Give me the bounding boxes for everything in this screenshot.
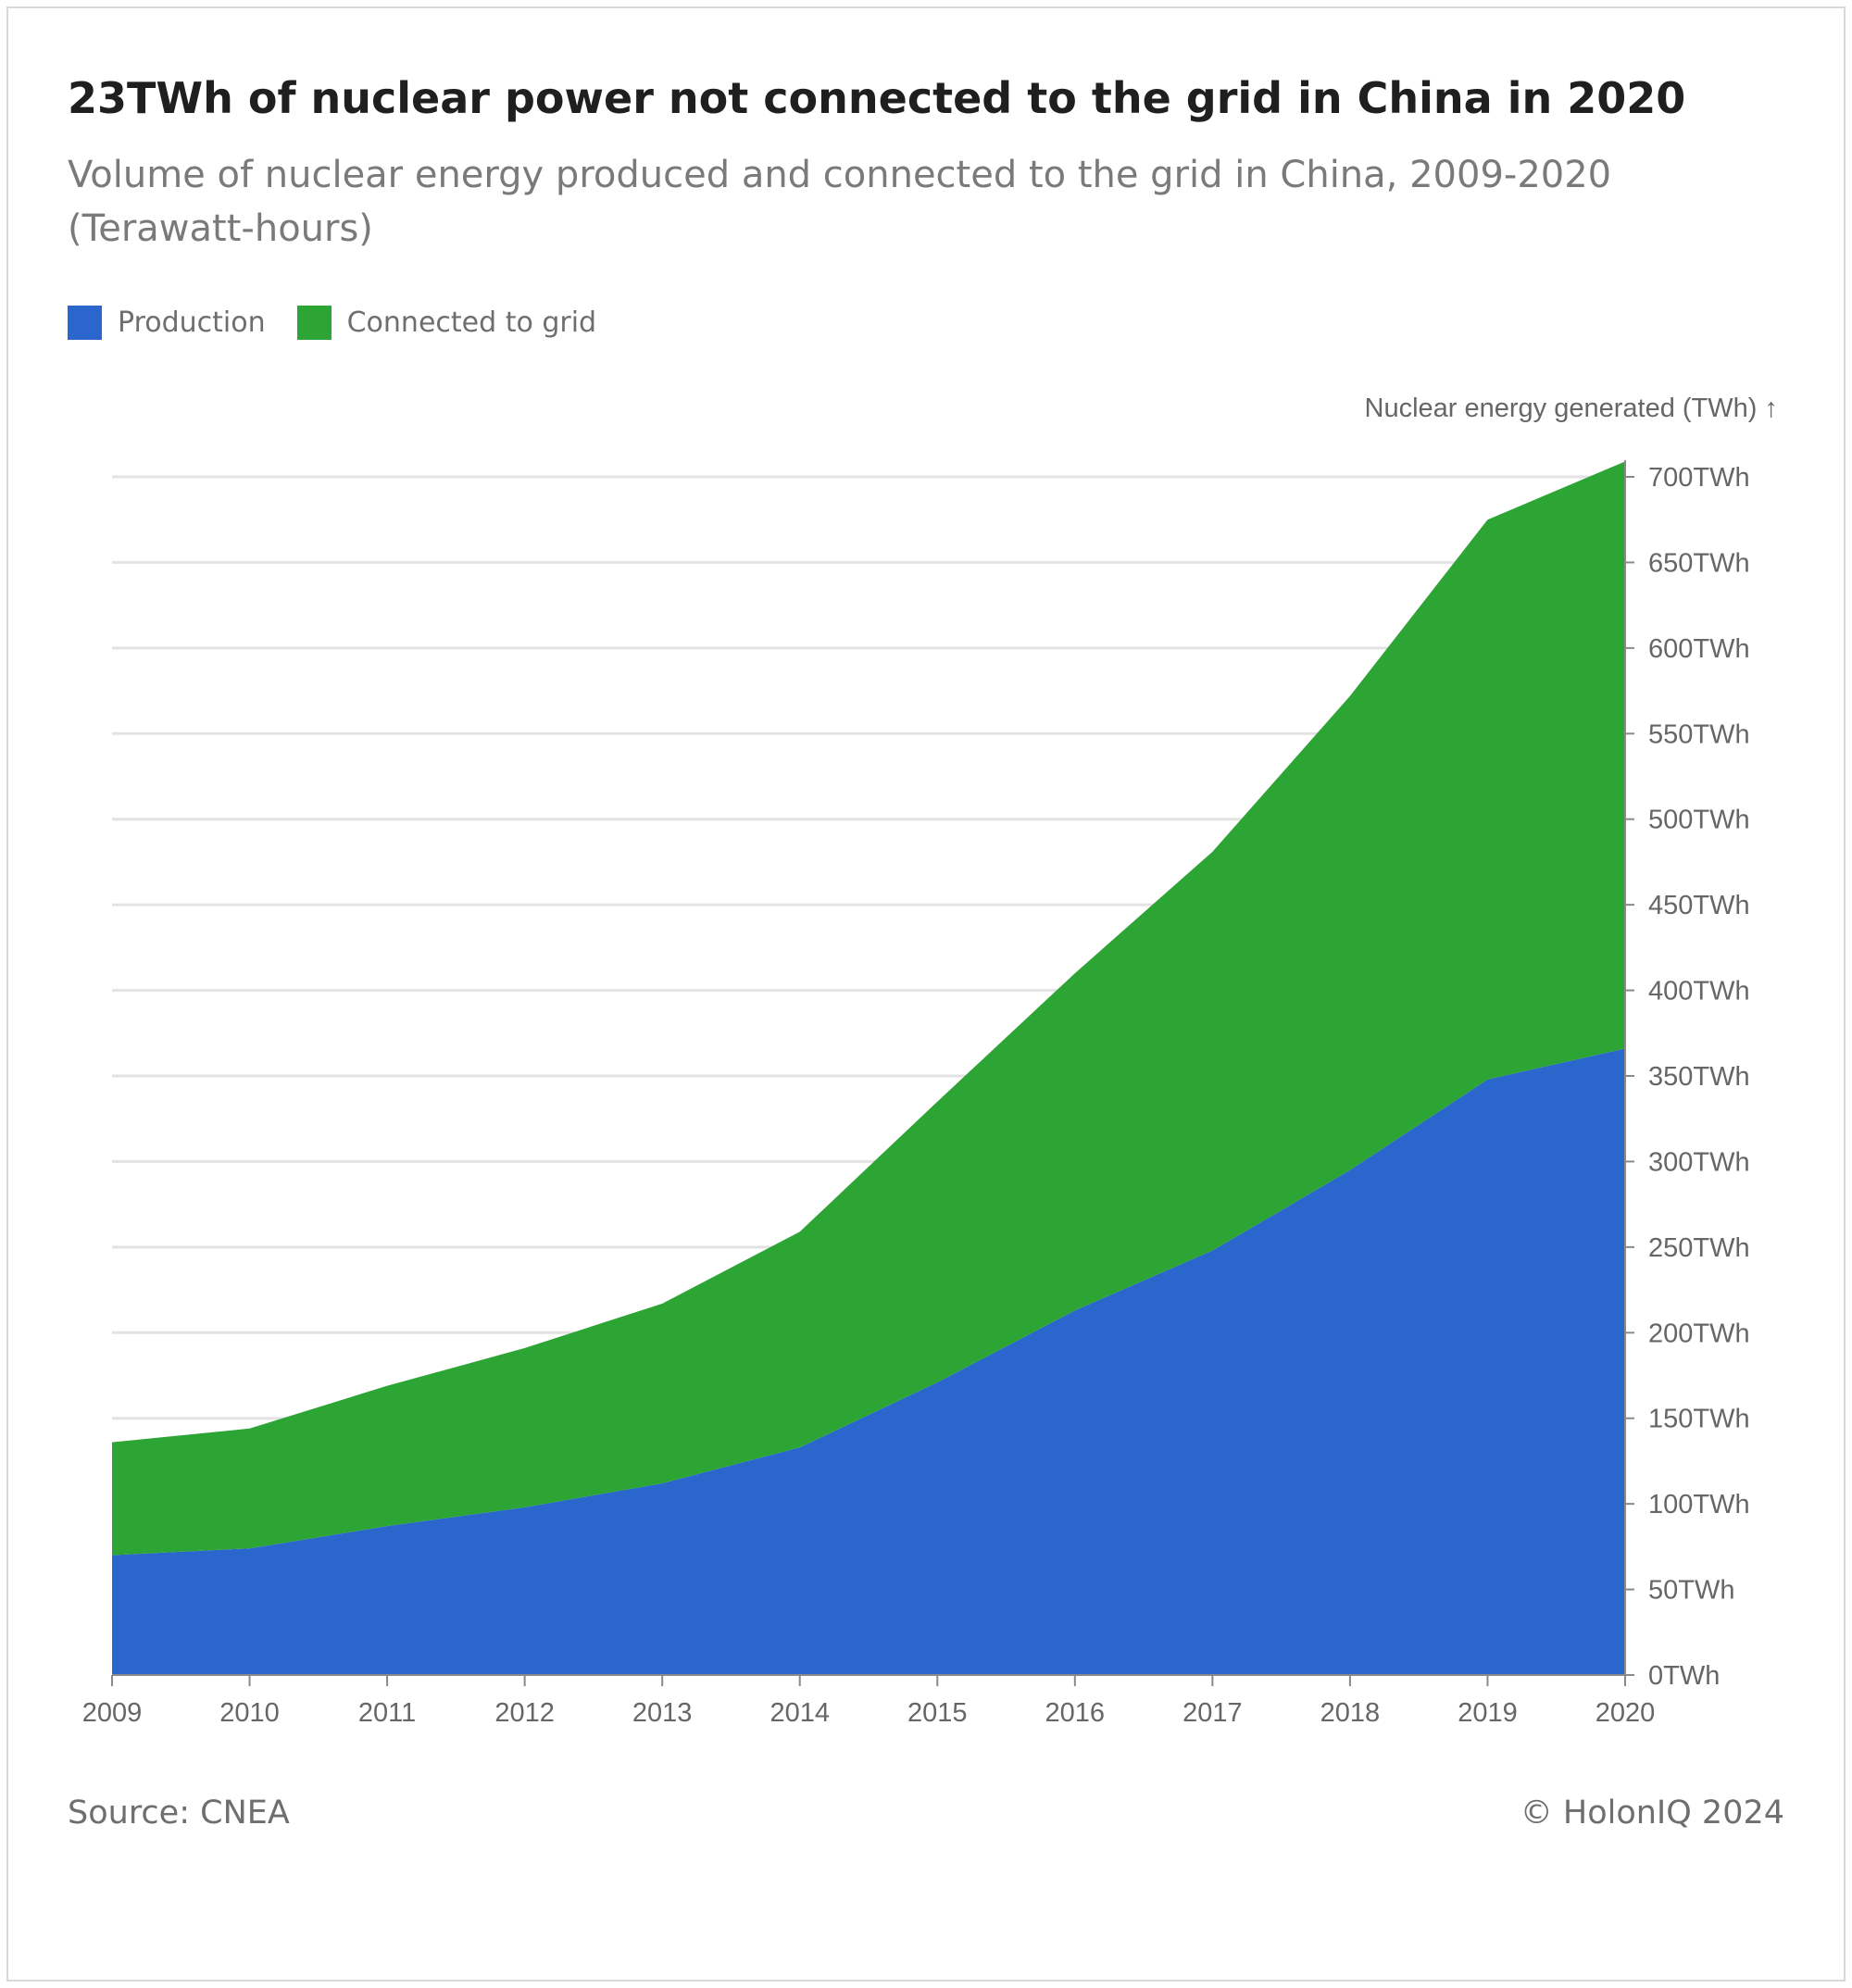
copyright-note: © HolonIQ 2024 xyxy=(1520,1794,1784,1832)
x-tick-label: 2010 xyxy=(219,1698,280,1728)
y-tick-label: 0TWh xyxy=(1648,1661,1720,1691)
chart-title: 23TWh of nuclear power not connected to … xyxy=(68,73,1686,123)
area-series xyxy=(112,461,1625,1675)
legend-label-connected-to-grid: Connected to grid xyxy=(346,306,597,339)
y-tick-label: 700TWh xyxy=(1648,463,1750,493)
x-tick-label: 2017 xyxy=(1183,1698,1243,1728)
legend-item-connected-to-grid[interactable]: Connected to grid xyxy=(296,306,597,340)
y-tick-label: 100TWh xyxy=(1648,1490,1750,1519)
y-tick-label: 300TWh xyxy=(1648,1147,1750,1177)
axes: 2009 2010 2011 2012 2013 2014 2015 2016 2017 2018… xyxy=(82,460,1750,1728)
y-tick-label: 400TWh xyxy=(1648,977,1750,1007)
x-tick-label: 2009 xyxy=(82,1698,143,1728)
x-tick-label: 2014 xyxy=(770,1698,830,1728)
y-tick-label: 350TWh xyxy=(1648,1062,1750,1092)
x-tick-label: 2011 xyxy=(358,1698,416,1728)
legend-swatch-connected-to-grid xyxy=(296,306,332,340)
y-tick-label: 650TWh xyxy=(1648,548,1750,578)
y-axis-label: Nuclear energy generated (TWh) ↑ xyxy=(1365,394,1778,423)
x-tick-label: 2016 xyxy=(1045,1698,1106,1728)
legend: Production Connected to grid xyxy=(68,306,628,340)
legend-swatch-production xyxy=(68,306,102,340)
y-tick-label: 600TWh xyxy=(1648,634,1750,664)
y-tick-label: 50TWh xyxy=(1648,1576,1734,1606)
y-tick-label: 250TWh xyxy=(1648,1233,1750,1263)
x-tick-label: 2015 xyxy=(907,1698,968,1728)
x-tick-label: 2020 xyxy=(1595,1698,1656,1728)
x-tick-label: 2018 xyxy=(1320,1698,1381,1728)
y-tick-label: 200TWh xyxy=(1648,1319,1750,1348)
x-tick-label: 2013 xyxy=(632,1698,693,1728)
source-note: Source: CNEA xyxy=(68,1794,290,1832)
legend-label-production: Production xyxy=(118,306,266,339)
y-tick-label: 500TWh xyxy=(1648,806,1750,835)
legend-item-production[interactable]: Production xyxy=(68,306,266,340)
y-tick-label: 450TWh xyxy=(1648,891,1750,920)
area-production[interactable] xyxy=(112,1048,1625,1675)
x-tick-label: 2019 xyxy=(1458,1698,1518,1728)
area-connected-to-grid[interactable] xyxy=(112,461,1625,1556)
y-tick-label: 150TWh xyxy=(1648,1405,1750,1434)
y-tick-label: 550TWh xyxy=(1648,719,1750,749)
x-tick-label: 2012 xyxy=(494,1698,555,1728)
chart-subtitle: Volume of nuclear energy produced and co… xyxy=(68,154,1612,250)
